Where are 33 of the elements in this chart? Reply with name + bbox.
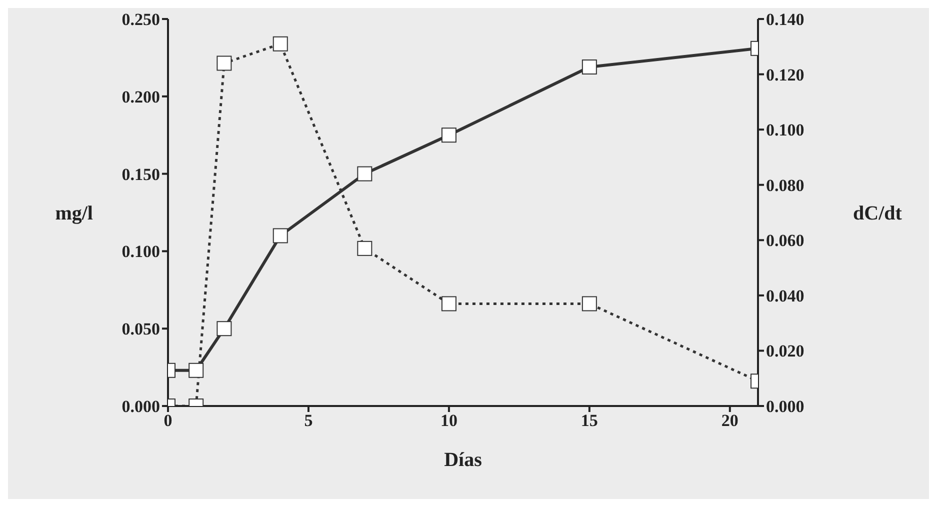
- y2-tick-label: 0.020: [766, 342, 804, 361]
- y-tick-label: 0.200: [122, 87, 160, 106]
- point: [216, 321, 232, 336]
- y2-tick-label: 0.140: [766, 10, 804, 30]
- x-tick-label: 5: [304, 411, 313, 430]
- y2-tick-label: 0.120: [766, 65, 804, 84]
- y2-axis-title: dC/dt: [853, 202, 902, 225]
- point: [357, 166, 372, 182]
- point: [441, 128, 456, 143]
- point: [216, 56, 232, 71]
- point: [441, 296, 456, 312]
- y2-tick-label: 0.080: [766, 176, 804, 195]
- point: [582, 59, 597, 74]
- y-axis-title: mg/l: [55, 202, 94, 225]
- y-tick-label: 0.100: [122, 242, 160, 262]
- x-tick-label: 15: [580, 411, 598, 430]
- point: [582, 296, 597, 312]
- y-tick-label: 0.150: [122, 164, 160, 184]
- x-tick-label: 10: [440, 411, 458, 430]
- y2-tick-label: 0.060: [766, 231, 804, 250]
- x-tick-label: 0: [164, 411, 172, 430]
- y2-tick-label: 0.100: [766, 120, 804, 140]
- x-tick-label: 20: [721, 411, 738, 430]
- y2-tick-label: 0.000: [766, 397, 804, 416]
- point: [272, 36, 288, 52]
- point: [357, 240, 372, 256]
- point: [272, 228, 288, 244]
- x-axis-title: Días: [444, 449, 482, 471]
- y-tick-label: 0.250: [122, 10, 160, 30]
- y2-tick-label: 0.040: [766, 286, 804, 306]
- point: [188, 362, 204, 378]
- y-tick-label: 0.050: [122, 320, 160, 339]
- y-tick-label: 0.000: [122, 397, 160, 416]
